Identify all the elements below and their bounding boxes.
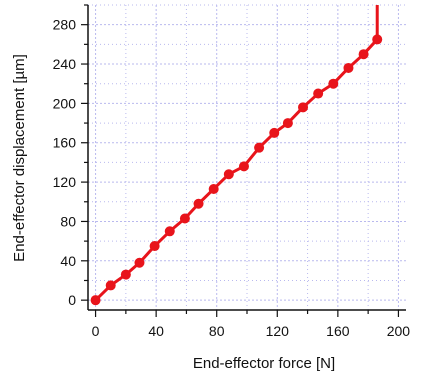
x-tick-label: 40 xyxy=(148,323,164,339)
data-point xyxy=(193,198,204,209)
x-tick-label: 160 xyxy=(326,323,350,339)
data-point xyxy=(343,62,354,73)
x-tick-label: 80 xyxy=(209,323,225,339)
data-point xyxy=(269,127,280,138)
x-tick-label: 120 xyxy=(266,323,290,339)
data-point xyxy=(90,295,101,306)
x-tick-label: 0 xyxy=(92,323,100,339)
x-tick-label: 200 xyxy=(387,323,411,339)
data-point xyxy=(358,49,369,60)
data-point xyxy=(164,226,175,237)
data-point xyxy=(298,102,309,113)
grid xyxy=(88,4,406,310)
x-axis-title: End-effector force [N] xyxy=(193,355,335,372)
data-point xyxy=(313,88,324,99)
y-tick-label: 120 xyxy=(53,174,77,190)
data-point xyxy=(254,142,265,153)
ticks: 0 40 80 120 160 200 0 40 80 120 160 200 240 280 xyxy=(53,4,411,339)
data-point xyxy=(120,269,131,280)
data-point xyxy=(208,183,219,194)
y-tick-label: 160 xyxy=(53,135,77,151)
data-point xyxy=(134,257,145,268)
data-point xyxy=(328,78,339,89)
y-tick-label: 240 xyxy=(53,56,77,72)
y-tick-label: 0 xyxy=(68,292,76,308)
data-point xyxy=(282,118,293,129)
data-point xyxy=(105,280,116,291)
y-tick-label: 280 xyxy=(53,17,77,33)
y-axis-title: End-effector displacement [µm] xyxy=(11,54,28,262)
data-point xyxy=(179,213,190,224)
y-tick-label: 80 xyxy=(60,213,76,229)
data-point xyxy=(223,169,234,180)
y-tick-label: 200 xyxy=(53,95,77,111)
data-point xyxy=(372,34,383,45)
y-tick-label: 40 xyxy=(60,253,76,269)
data-point xyxy=(149,241,160,252)
data-point xyxy=(238,161,249,172)
series xyxy=(90,5,383,306)
